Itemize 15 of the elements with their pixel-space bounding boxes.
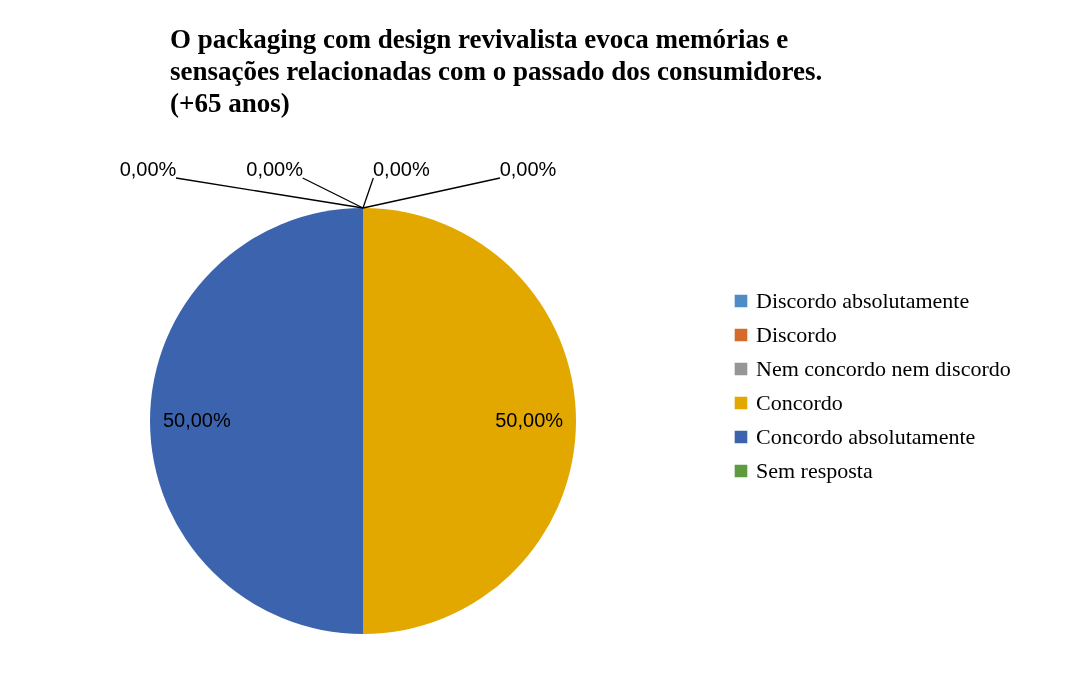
data-label: 50,00%: [162, 409, 231, 431]
text: 0,00%: [119, 158, 177, 180]
legend-label: Concordo: [756, 390, 843, 415]
pie-slice: [150, 208, 363, 634]
text: 0,00%: [499, 158, 557, 180]
pie-slice: [363, 208, 576, 634]
legend-label: Sem resposta: [756, 458, 873, 483]
text: 0,00%: [246, 158, 304, 180]
chart-title: O packaging com design revivalista evoca memórias e sensações relacionadas com o passado dos consumidores. (+65 anos): [170, 24, 823, 118]
legend-label: Concordo absolutamente: [756, 424, 976, 449]
text: 0,00%: [372, 158, 430, 180]
legend-label: Nem concordo nem discordo: [756, 356, 1011, 381]
data-label: 50,00%: [495, 409, 564, 431]
legend-label: Discordo: [756, 322, 837, 347]
legend-label: Discordo absolutamente: [756, 288, 970, 313]
